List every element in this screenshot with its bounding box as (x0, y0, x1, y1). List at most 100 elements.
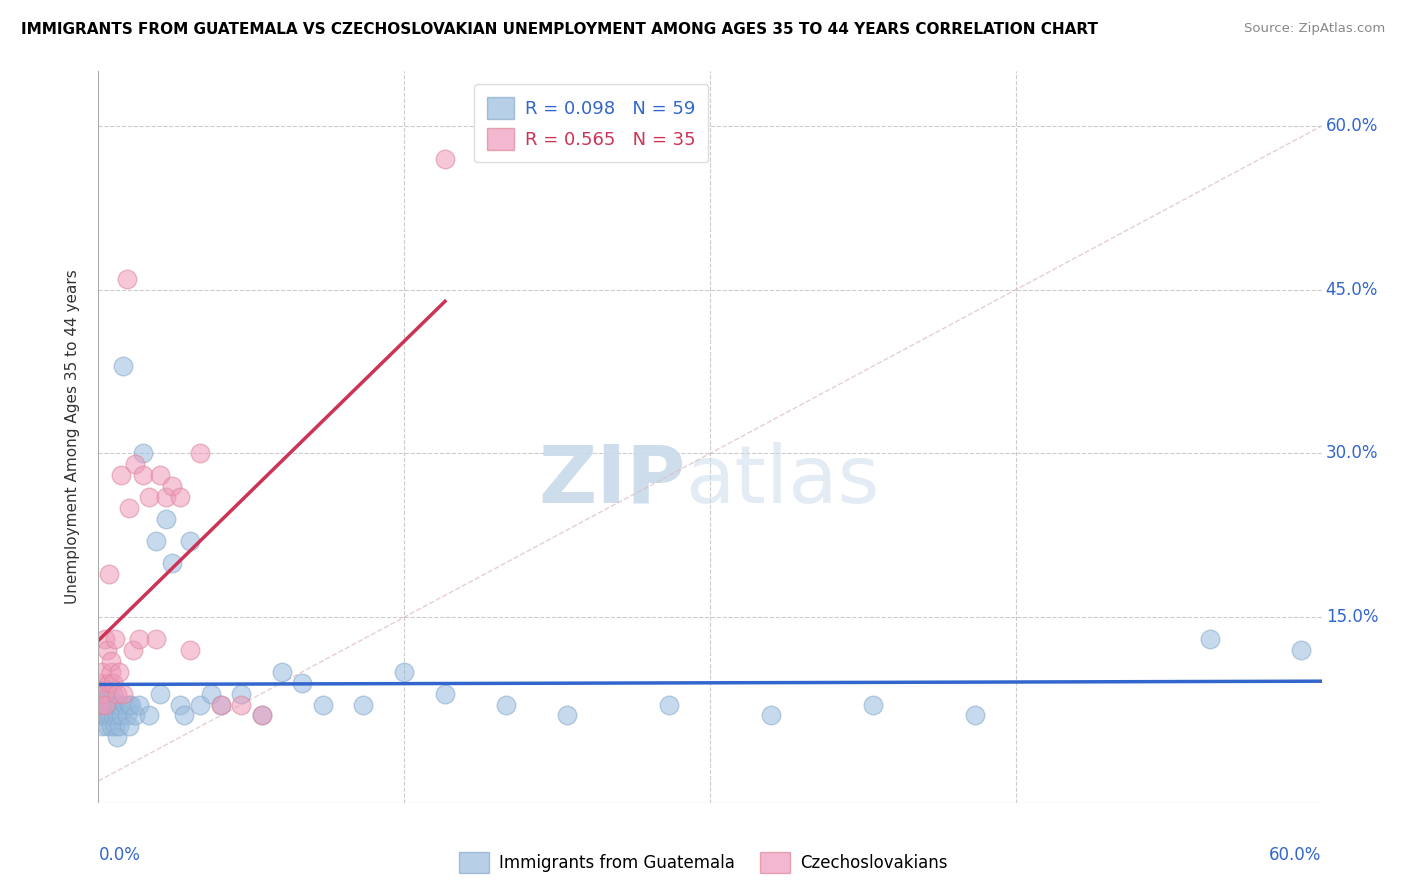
Point (352, 698, 374, 712)
Point (124, 458, 146, 472)
Point (149, 687, 172, 701)
Point (105, 708, 128, 723)
Point (97, 687, 120, 701)
Point (434, 687, 457, 701)
Text: IMMIGRANTS FROM GUATEMALA VS CZECHOSLOVAKIAN UNEMPLOYMENT AMONG AGES 35 TO 44 YE: IMMIGRANTS FROM GUATEMALA VS CZECHOSLOVA… (21, 22, 1098, 37)
Point (132, 468, 155, 483)
Point (179, 643, 201, 657)
Point (114, 698, 136, 712)
Point (118, 698, 141, 712)
Point (91, 708, 114, 723)
Point (89, 708, 111, 723)
Point (145, 632, 167, 646)
Point (188, 446, 212, 460)
Point (118, 719, 141, 733)
Point (312, 698, 335, 712)
Point (91, 665, 114, 679)
Text: 45.0%: 45.0% (1326, 281, 1378, 299)
Point (100, 665, 122, 679)
Point (108, 665, 131, 679)
Point (128, 698, 150, 712)
Point (145, 533, 167, 548)
Point (89, 698, 111, 712)
Point (160, 556, 183, 570)
Point (188, 698, 212, 712)
Point (111, 359, 134, 373)
Point (231, 687, 253, 701)
Point (110, 708, 132, 723)
Text: 60.0%: 60.0% (1270, 847, 1322, 864)
Point (89, 698, 111, 712)
Point (97, 566, 120, 581)
Text: 0.0%: 0.0% (98, 847, 141, 864)
Point (115, 272, 138, 286)
Point (250, 708, 273, 723)
Point (1198, 632, 1220, 646)
Text: 30.0%: 30.0% (1326, 444, 1378, 462)
Point (291, 675, 314, 690)
Point (115, 708, 138, 723)
Point (173, 708, 195, 723)
Point (97, 708, 120, 723)
Point (104, 632, 127, 646)
Point (101, 708, 124, 723)
Point (96, 719, 118, 733)
Legend: Immigrants from Guatemala, Czechoslovakians: Immigrants from Guatemala, Czechoslovaki… (453, 846, 953, 880)
Point (1291, 643, 1313, 657)
Text: atlas: atlas (686, 442, 880, 520)
Point (105, 687, 128, 701)
Point (111, 687, 134, 701)
Point (96, 698, 118, 712)
Point (100, 654, 122, 668)
Point (101, 687, 124, 701)
Point (761, 708, 783, 723)
Point (93, 687, 115, 701)
Point (97, 675, 120, 690)
Point (965, 708, 987, 723)
Point (155, 490, 177, 504)
Point (110, 468, 132, 483)
Point (122, 643, 145, 657)
Legend: R = 0.098   N = 59, R = 0.565   N = 35: R = 0.098 N = 59, R = 0.565 N = 35 (474, 84, 709, 162)
Point (209, 698, 232, 712)
Point (209, 698, 232, 712)
Point (93, 698, 115, 712)
Point (89, 687, 111, 701)
Point (128, 632, 150, 646)
Point (101, 675, 124, 690)
Point (169, 490, 191, 504)
Point (91, 719, 114, 733)
Point (93, 632, 115, 646)
Point (231, 698, 253, 712)
Point (118, 501, 141, 516)
Point (93, 708, 115, 723)
Text: 15.0%: 15.0% (1326, 608, 1378, 626)
Point (96, 643, 118, 657)
Point (100, 719, 122, 733)
Text: ZIP: ZIP (538, 442, 686, 520)
Point (138, 490, 160, 504)
Point (392, 665, 416, 679)
Point (149, 468, 172, 483)
Point (132, 446, 155, 460)
Point (434, 152, 457, 166)
Text: 60.0%: 60.0% (1326, 117, 1378, 135)
Point (160, 479, 183, 493)
Point (91, 687, 114, 701)
Point (495, 698, 517, 712)
Point (250, 708, 273, 723)
Point (100, 698, 122, 712)
Point (555, 708, 579, 723)
Point (169, 698, 191, 712)
Point (155, 512, 177, 526)
Point (108, 719, 131, 733)
Point (179, 533, 201, 548)
Point (89, 675, 111, 690)
Point (91, 698, 114, 712)
Point (658, 698, 681, 712)
Point (108, 698, 131, 712)
Point (862, 698, 884, 712)
Point (104, 719, 127, 733)
Y-axis label: Unemployment Among Ages 35 to 44 years: Unemployment Among Ages 35 to 44 years (65, 269, 80, 605)
Point (124, 708, 146, 723)
